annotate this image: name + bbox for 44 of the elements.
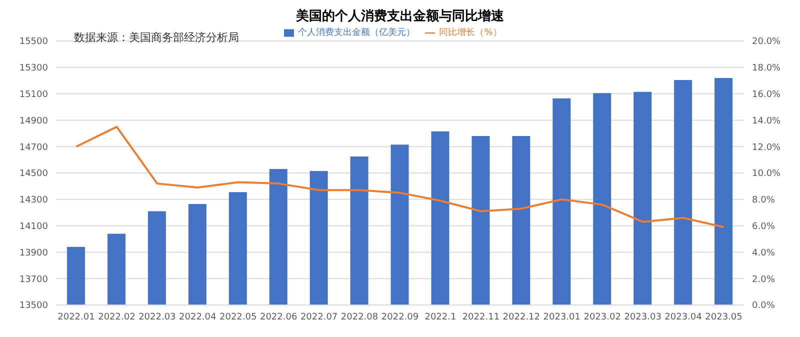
legend-label: 同比增长（%） bbox=[439, 28, 502, 38]
y2-tick-label: 14.0% bbox=[752, 116, 782, 126]
y2-tick-label: 4.0% bbox=[752, 248, 776, 258]
annotation: 数据来源：美国商务部经济分析局 bbox=[74, 30, 239, 45]
y-tick-label: 15100 bbox=[19, 90, 48, 100]
y-tick-label: 15300 bbox=[19, 64, 48, 74]
x-tick-label: 2022.11 bbox=[462, 312, 500, 322]
chart-title: 美国的个人消费支出金额与同比增速 bbox=[295, 8, 505, 26]
x-tick-label: 2023.05 bbox=[705, 312, 742, 322]
x-tick-label: 2022.05 bbox=[220, 312, 257, 322]
x-tick-label: 2023.02 bbox=[584, 312, 621, 322]
y2-tick-label: 8.0% bbox=[752, 196, 776, 206]
y-tick-label: 15500 bbox=[19, 37, 48, 48]
x-tick-label: 2022.08 bbox=[340, 312, 378, 322]
y-tick-label: 14500 bbox=[19, 169, 48, 180]
legend-label: 个人消费支出金额（亿美元） bbox=[298, 28, 416, 38]
y2-tick-label: 2.0% bbox=[752, 274, 776, 285]
y-tick-label: 14900 bbox=[19, 116, 48, 126]
y2-tick-label: 10.0% bbox=[752, 169, 782, 180]
x-tick-label: 2022.1 bbox=[424, 312, 456, 322]
y-tick-label: 14300 bbox=[19, 196, 48, 206]
y2-tick-label: 20.0% bbox=[752, 37, 782, 48]
x-tick-label: 2022.02 bbox=[98, 312, 136, 322]
y2-tick-label: 16.0% bbox=[752, 90, 782, 100]
y2-tick-label: 0.0% bbox=[752, 301, 776, 312]
y-tick-label: 14100 bbox=[19, 222, 48, 232]
x-tick-label: 2023.01 bbox=[543, 312, 580, 322]
x-tick-label: 2022.12 bbox=[502, 312, 540, 322]
y-tick-label: 13500 bbox=[19, 301, 48, 312]
x-tick-label: 2023.04 bbox=[664, 312, 702, 322]
x-tick-label: 2023.03 bbox=[624, 312, 662, 322]
y2-tick-label: 12.0% bbox=[752, 142, 782, 153]
y2-tick-label: 6.0% bbox=[752, 222, 776, 232]
x-tick-label: 2022.03 bbox=[138, 312, 176, 322]
x-tick-label: 2022.01 bbox=[58, 312, 95, 322]
line-series bbox=[75, 126, 725, 228]
y-tick-label: 14700 bbox=[19, 142, 48, 153]
x-tick-label: 2022.06 bbox=[260, 312, 298, 322]
x-tick-label: 2022.09 bbox=[381, 312, 419, 322]
y2-tick-label: 18.0% bbox=[752, 64, 782, 74]
y-tick-label: 13900 bbox=[19, 248, 48, 258]
x-tick-label: 2022.07 bbox=[300, 312, 338, 322]
x-tick-label: 2022.04 bbox=[179, 312, 217, 322]
y-tick-label: 13700 bbox=[19, 274, 48, 285]
